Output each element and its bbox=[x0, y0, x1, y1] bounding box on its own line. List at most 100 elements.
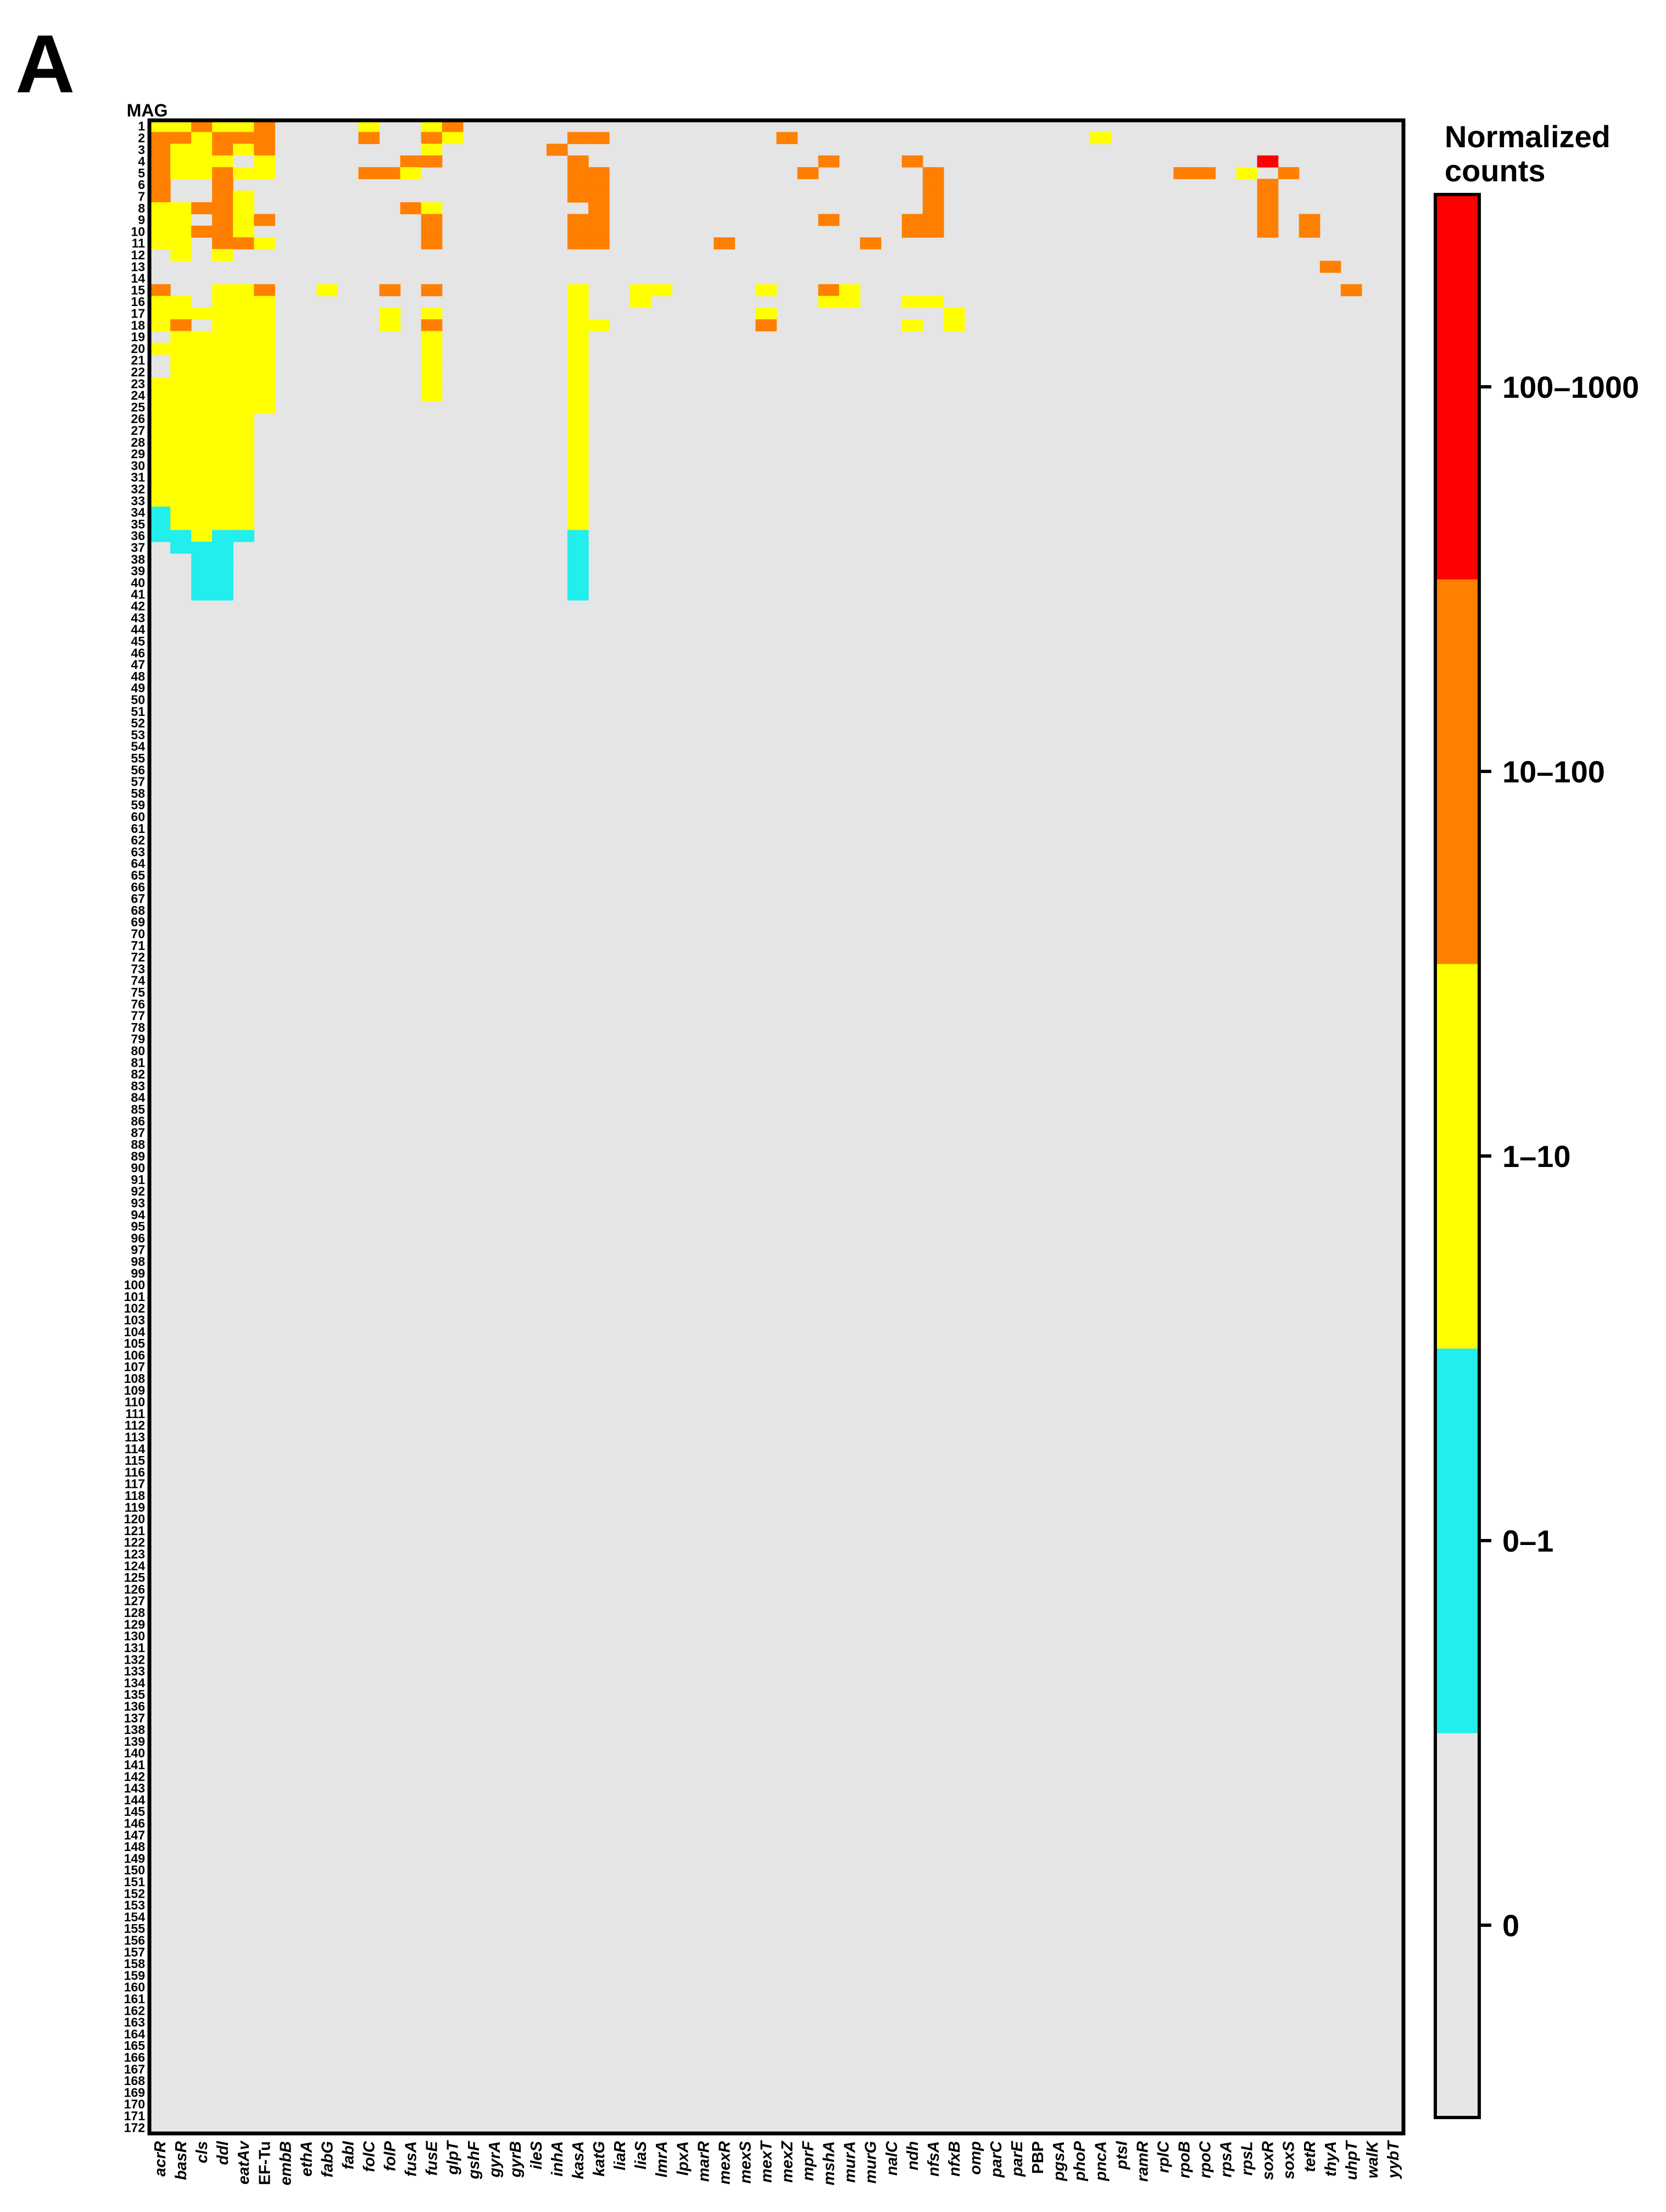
row-label-mag-48: 48 bbox=[131, 669, 145, 683]
cell-mag-36-acrR bbox=[149, 530, 171, 542]
column-labels: acrR basR cls ddl eatAv EF-Tu embB ethA fabG fabI… bbox=[152, 2140, 1402, 2186]
column-label-ileS: ileS bbox=[528, 2141, 545, 2169]
row-label-mag-114: 114 bbox=[125, 1442, 145, 1456]
column-label-liaS: liaS bbox=[632, 2141, 650, 2169]
cell-mag-7-ddl bbox=[212, 190, 233, 203]
cell-mag-40-kasA bbox=[567, 576, 589, 589]
row-label-mag-146: 146 bbox=[124, 1816, 145, 1830]
row-label-mag-28: 28 bbox=[131, 435, 145, 449]
cell-mag-17-cls bbox=[191, 307, 213, 320]
row-axis-label: MAG bbox=[127, 101, 168, 120]
row-label-mag-106: 106 bbox=[124, 1348, 145, 1362]
row-label-mag-118: 118 bbox=[125, 1488, 145, 1503]
row-label-mag-27: 27 bbox=[131, 424, 145, 438]
cell-mag-2-folC bbox=[358, 132, 380, 144]
column-label-ramR: ramR bbox=[1134, 2141, 1151, 2182]
row-label-mag-144: 144 bbox=[124, 1793, 146, 1807]
cell-mag-20-EF-Tu bbox=[254, 342, 275, 355]
cell-mag-32-acrR bbox=[149, 483, 171, 496]
row-label-mag-89: 89 bbox=[131, 1149, 145, 1163]
legend-swatch-0 bbox=[1435, 1733, 1479, 2118]
cell-mag-17-mexT bbox=[755, 307, 777, 320]
cell-mag-9-ndh bbox=[901, 214, 923, 226]
row-label-mag-76: 76 bbox=[131, 997, 145, 1011]
cell-mag-8-katG bbox=[588, 202, 610, 215]
cell-mag-21-cls bbox=[191, 354, 213, 366]
column-label-soxR: soxR bbox=[1260, 2141, 1277, 2180]
cell-mag-21-EF-Tu bbox=[254, 354, 275, 366]
column-label-mexS: mexS bbox=[737, 2141, 754, 2183]
cell-mag-40-cls bbox=[191, 576, 213, 589]
plot-frame bbox=[147, 118, 1406, 2136]
row-label-mag-18: 18 bbox=[131, 318, 145, 332]
cell-mag-10-kasA bbox=[567, 225, 589, 238]
cell-mag-6-acrR bbox=[149, 179, 171, 191]
cell-mag-25-EF-Tu bbox=[254, 401, 275, 414]
cell-mag-27-acrR bbox=[149, 424, 171, 437]
cell-mag-5-folP bbox=[379, 167, 401, 180]
row-label-mag-105: 105 bbox=[124, 1336, 146, 1350]
cell-mag-9-nfsA bbox=[922, 214, 944, 226]
column-label-folP: folP bbox=[382, 2141, 399, 2171]
cell-mag-3-cls bbox=[191, 143, 213, 156]
column-label-walK: walK bbox=[1364, 2140, 1381, 2178]
column-label-cls: cls bbox=[193, 2141, 211, 2163]
cell-mag-17-kasA bbox=[567, 307, 589, 320]
cell-mag-9-mshA bbox=[818, 214, 840, 226]
row-labels: 1234567891011121314151617181920212223242… bbox=[124, 119, 146, 2135]
cell-mag-18-ndh bbox=[901, 319, 923, 332]
row-label-mag-101: 101 bbox=[124, 1290, 146, 1304]
cell-mag-3-basR bbox=[170, 143, 192, 156]
cell-mag-16-mshA bbox=[818, 296, 840, 308]
cell-mag-30-basR bbox=[170, 459, 192, 472]
cell-mag-2-pncA bbox=[1090, 132, 1111, 144]
cell-mag-18-ddl bbox=[212, 319, 233, 332]
row-label-mag-163: 163 bbox=[124, 2015, 145, 2030]
cell-mag-10-ndh bbox=[901, 225, 923, 238]
legend-label-4: 100–1000 bbox=[1502, 370, 1639, 404]
cell-mag-30-ddl bbox=[212, 459, 233, 472]
cell-mag-20-kasA bbox=[567, 342, 589, 355]
cell-mag-25-basR bbox=[170, 401, 192, 414]
row-label-mag-81: 81 bbox=[131, 1055, 145, 1070]
cell-mag-31-basR bbox=[170, 471, 192, 483]
row-label-mag-158: 158 bbox=[124, 1957, 146, 1971]
cell-mag-23-eatAv bbox=[233, 377, 254, 390]
row-label-mag-6: 6 bbox=[138, 177, 145, 192]
cell-mag-38-kasA bbox=[567, 553, 589, 566]
column-label-uhpT: uhpT bbox=[1343, 2140, 1361, 2180]
cell-mag-11-kasA bbox=[567, 237, 589, 249]
cell-mag-9-ddl bbox=[212, 214, 233, 226]
cell-mag-35-kasA bbox=[567, 518, 589, 531]
cell-mag-28-eatAv bbox=[233, 436, 254, 449]
cell-mag-31-acrR bbox=[149, 471, 171, 483]
cell-mag-28-basR bbox=[170, 436, 192, 449]
cell-mag-6-kasA bbox=[567, 179, 589, 191]
column-label-liaR: liaR bbox=[611, 2141, 629, 2170]
cell-mag-8-fusE bbox=[421, 202, 443, 215]
row-label-mag-21: 21 bbox=[131, 353, 145, 368]
cell-mag-35-ddl bbox=[212, 518, 233, 531]
column-label-parE: parE bbox=[1008, 2140, 1026, 2177]
heatmap-cells bbox=[149, 120, 1403, 2133]
row-label-mag-68: 68 bbox=[131, 903, 145, 918]
row-label-mag-116: 116 bbox=[125, 1465, 145, 1479]
cell-mag-9-acrR bbox=[149, 214, 171, 226]
column-label-ethA: ethA bbox=[298, 2141, 315, 2176]
cell-mag-15-liaS bbox=[630, 284, 651, 297]
row-label-mag-103: 103 bbox=[124, 1313, 145, 1327]
column-label-basR: basR bbox=[172, 2141, 190, 2180]
row-label-mag-122: 122 bbox=[124, 1535, 145, 1549]
cell-mag-5-eatAv bbox=[233, 167, 254, 180]
heatmap-background bbox=[149, 120, 1403, 2133]
cell-mag-2-mexZ bbox=[776, 132, 798, 144]
cell-mag-24-EF-Tu bbox=[254, 389, 275, 402]
cell-mag-23-kasA bbox=[567, 377, 589, 390]
cell-mag-26-eatAv bbox=[233, 413, 254, 425]
row-label-mag-30: 30 bbox=[131, 458, 145, 473]
row-label-mag-53: 53 bbox=[131, 727, 145, 742]
cell-mag-15-uhpT bbox=[1340, 284, 1362, 297]
cell-mag-32-basR bbox=[170, 483, 192, 496]
cell-mag-23-cls bbox=[191, 377, 213, 390]
cell-mag-18-nfxB bbox=[943, 319, 965, 332]
